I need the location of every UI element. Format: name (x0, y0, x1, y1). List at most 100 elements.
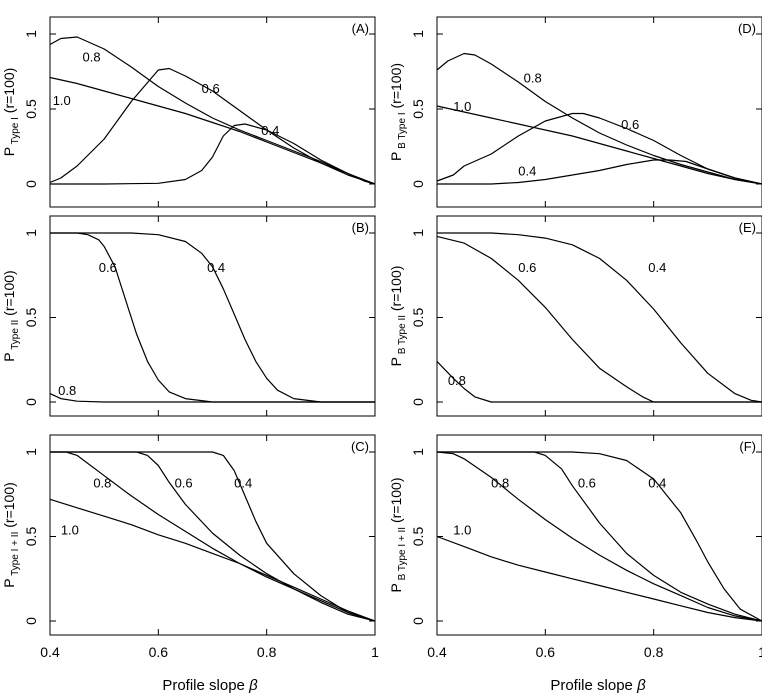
series-line-0-4 (50, 123, 376, 185)
panel-label: (B) (352, 220, 369, 235)
y-tick-label: 1 (410, 229, 426, 237)
panel-a: 0 0.5 1 (A) P Type I (r=100) 1.0 0.8 0.6 0.4 (1, 16, 376, 208)
series-label-0-6: 0.6 (578, 475, 596, 490)
y-axis-label: P Type I (r=100) (1, 68, 21, 157)
series-line-0-6 (436, 112, 762, 185)
series-line-1-0 (49, 498, 376, 622)
series-line-0-8 (436, 52, 762, 185)
x-tick-label: 0.6 (149, 644, 169, 660)
y-tick-label: 0 (410, 398, 426, 406)
y-axis-label: P Type I + II (r=100) (1, 482, 21, 588)
series-line-0-4 (437, 232, 762, 403)
series-label-0-6: 0.6 (202, 81, 220, 96)
y-axis-label-sub: Type I + II (10, 532, 21, 579)
panel-c-frame (49, 434, 376, 636)
series-label-0-4: 0.4 (207, 260, 225, 275)
y-tick-label: 0.5 (23, 99, 39, 119)
y-axis-label-paren: (r=100) (1, 482, 17, 531)
x-tick-label: 0.8 (644, 644, 664, 660)
y-tick-label: 0 (23, 398, 39, 406)
y-tick-label: 1 (23, 30, 39, 38)
series-line-0-6 (50, 232, 375, 403)
y-axis-label: P B Type I + II (r=100) (388, 477, 408, 592)
x-tick-label: 0.4 (427, 644, 447, 660)
y-axis-label-main: P (1, 147, 17, 156)
panel-a-frame (49, 16, 376, 208)
panel-e-frame (436, 215, 762, 417)
y-axis-label-sub: Type II (10, 320, 21, 353)
series-line-0-4 (437, 451, 762, 622)
series-label-0-8: 0.8 (58, 383, 76, 398)
panel-label: (C) (351, 439, 369, 454)
series-label-0-8: 0.8 (83, 50, 101, 65)
y-tick-label: 0.5 (410, 527, 426, 547)
series-label-1-0: 1.0 (61, 523, 79, 538)
y-tick-label: 0 (410, 180, 426, 188)
y-tick-label: 0.5 (23, 527, 39, 547)
panel-label: (E) (739, 220, 756, 235)
y-axis-label-paren: (r=100) (388, 477, 404, 526)
series-line-0-6 (49, 67, 376, 185)
series-label-0-6: 0.6 (99, 260, 117, 275)
y-tick-label: 0.5 (23, 308, 39, 328)
panel-f-frame (436, 434, 762, 636)
panel-label: (F) (739, 439, 756, 454)
panel-b-frame (49, 215, 376, 417)
series-label-1-0: 1.0 (453, 99, 471, 114)
x-tick-label: 1 (758, 644, 762, 660)
y-axis-label-main: P (1, 578, 17, 587)
y-tick-label: 0.5 (410, 308, 426, 328)
series-line-0-8 (49, 393, 375, 403)
y-axis-label-paren: (r=100) (1, 270, 17, 319)
y-axis-label-main: P (1, 352, 17, 361)
y-axis-label-paren: (r=100) (388, 266, 404, 315)
panel-d-frame (436, 16, 762, 208)
series-label-0-4: 0.4 (648, 260, 666, 275)
x-axis-label-left: Profile slope β (162, 677, 258, 694)
y-tick-label: 1 (23, 448, 39, 456)
y-axis-label-main: P (388, 583, 404, 592)
series-label-0-4: 0.4 (518, 164, 536, 179)
series-line-0-4 (50, 232, 375, 403)
panel-label: (D) (738, 21, 756, 36)
series-label-0-4: 0.4 (261, 123, 279, 138)
x-axis-label-right: Profile slope β (550, 677, 646, 694)
series-label-1-0: 1.0 (53, 93, 71, 108)
panel-d: 0 0.5 1 (D) P B Type I (r=100) 0.8 1.0 0.6 0.4 (388, 16, 762, 208)
panel-f: 0 0.5 1 0.4 0.6 0.8 1 (F) P B Type I + II (r=100… (388, 434, 762, 660)
series-label-0-4: 0.4 (648, 475, 666, 490)
series-line-0-6 (437, 451, 762, 622)
x-tick-label: 1 (371, 644, 379, 660)
series-line-0-6 (436, 235, 762, 403)
series-label-0-8: 0.8 (448, 373, 466, 388)
y-axis-label: P B Type II (r=100) (388, 266, 408, 367)
series-label-1-0: 1.0 (453, 523, 471, 538)
series-line-1-0 (436, 535, 762, 622)
series-label-0-8: 0.8 (524, 71, 542, 86)
series-label-0-6: 0.6 (175, 475, 193, 490)
panel-e: 0 0.5 1 (E) P B Type II (r=100) 0.6 0.4 0.8 (388, 215, 762, 417)
panel-c: 0 0.5 1 0.4 0.6 0.8 1 (C) P Type I + II (r=100) 1… (1, 434, 379, 660)
x-tick-label: 0.4 (40, 644, 60, 660)
series-line-1-0 (436, 105, 762, 185)
series-label-0-8: 0.8 (93, 475, 111, 490)
y-tick-label: 0 (23, 617, 39, 625)
series-line-0-4 (437, 159, 762, 185)
series-label-0-6: 0.6 (621, 117, 639, 132)
series-label-0-6: 0.6 (518, 260, 536, 275)
panel-label: (A) (352, 21, 369, 36)
y-axis-label-sub: B Type I + II (397, 527, 408, 583)
x-tick-label: 0.6 (536, 644, 556, 660)
y-axis-label-sub: B Type I (397, 112, 408, 151)
series-line-0-8 (436, 360, 762, 403)
y-axis-label-sub: B Type II (397, 315, 408, 357)
y-axis-label-main: P (388, 357, 404, 366)
series-line-0-8 (50, 451, 376, 622)
panel-b: 0 0.5 1 (B) P Type II (r=100) 0.6 0.4 0.8 (1, 215, 376, 417)
series-line-0-4 (50, 451, 376, 622)
y-axis-label-paren: (r=100) (1, 68, 17, 117)
y-tick-label: 1 (410, 448, 426, 456)
y-axis-label: P B Type I (r=100) (388, 63, 408, 161)
y-axis-label-sub: Type I (10, 117, 21, 147)
